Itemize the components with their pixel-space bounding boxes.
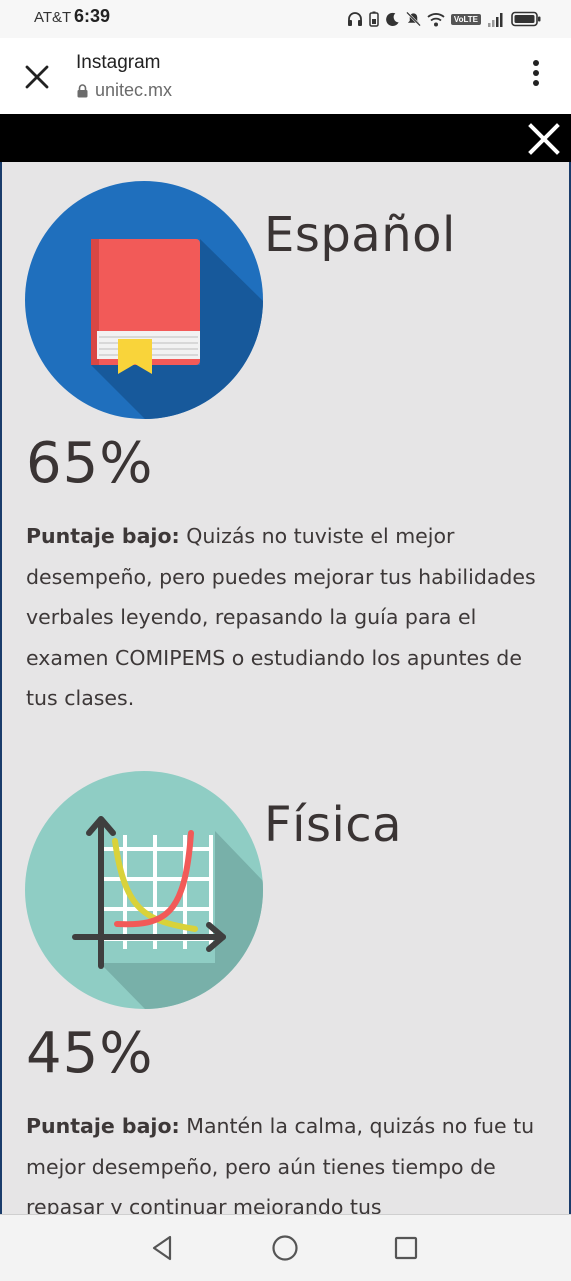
modal-header: [0, 114, 571, 162]
system-nav-bar: [0, 1214, 571, 1281]
lock-icon: [77, 83, 88, 97]
volte-icon: VoLTE: [450, 13, 481, 25]
home-icon[interactable]: [270, 1233, 300, 1263]
more-menu-button[interactable]: [529, 60, 543, 94]
score-text: Quizás no tuviste el mejor desempeño, pe…: [26, 524, 536, 710]
status-bar: AT&T 6:39 VoLTE: [0, 0, 571, 38]
subject-title: Física: [264, 797, 403, 853]
status-icons: VoLTE: [347, 8, 541, 30]
score-value: 65%: [26, 431, 154, 496]
modal-edge-right: [569, 162, 571, 1214]
mute-icon: [405, 11, 421, 27]
page-title: Instagram: [76, 52, 161, 73]
wifi-icon: [427, 12, 445, 26]
battery-saver-icon: [369, 11, 379, 27]
moon-icon: [385, 12, 399, 26]
close-icon[interactable]: [22, 62, 52, 92]
score-description: Puntaje bajo: Mantén la calma, quizás no…: [26, 1106, 546, 1214]
signal-icon: [488, 12, 503, 27]
more-vert-icon: [533, 60, 539, 66]
book-icon: [25, 181, 263, 419]
score-label: Puntaje bajo:: [26, 524, 180, 548]
close-icon[interactable]: [527, 122, 561, 156]
subject-title: Español: [264, 207, 456, 263]
carrier-label: AT&T: [34, 9, 72, 26]
recents-icon[interactable]: [391, 1233, 421, 1263]
headphones-icon: [347, 12, 362, 26]
url-bar[interactable]: unitec.mx: [77, 80, 172, 101]
clock: 6:39: [74, 6, 111, 26]
score-description: Puntaje bajo: Quizás no tuviste el mejor…: [26, 516, 546, 719]
url-text: unitec.mx: [95, 80, 173, 100]
results-modal[interactable]: Español 65% Puntaje bajo: Quizás no tuvi…: [2, 162, 569, 1214]
score-text: Mantén la calma, quizás no fue tu mejor …: [26, 1114, 535, 1214]
graph-icon: [25, 771, 263, 1009]
score-label: Puntaje bajo:: [26, 1114, 180, 1138]
browser-header: Instagram unitec.mx: [0, 38, 571, 114]
modal-edge-left: [0, 162, 2, 1214]
back-icon[interactable]: [148, 1233, 178, 1263]
score-value: 45%: [26, 1021, 154, 1086]
battery-icon: [511, 11, 541, 27]
